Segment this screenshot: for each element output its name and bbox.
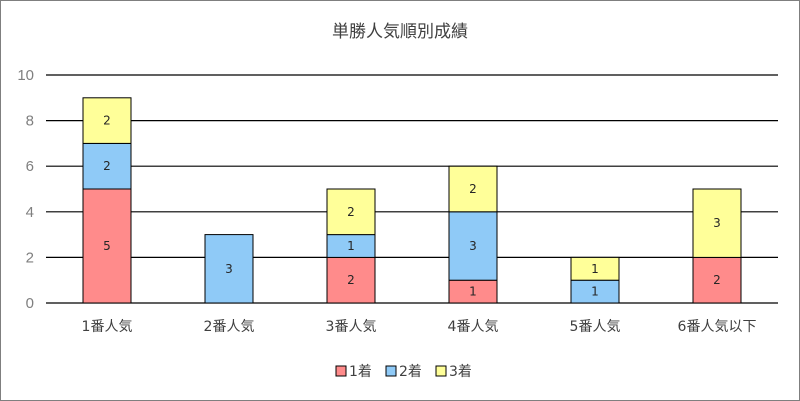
x-tick-label: 3番人気 [326,319,377,335]
legend-swatch [385,365,397,377]
bar-segment [692,188,742,258]
legend-swatch [435,365,447,377]
data-label: 3 [713,216,721,230]
gridlines [46,74,778,304]
bar-segment [570,256,620,281]
data-label: 5 [103,239,111,253]
x-tick-label: 6番人気以下 [678,319,757,335]
x-tick-label: 2番人気 [204,319,255,335]
x-axis-ticks: 1番人気 2番人気 3番人気 4番人気 5番人気 6番人気以下 [82,319,757,335]
bar-segment [326,188,376,236]
data-label: 2 [347,273,355,287]
data-label: 2 [469,182,477,196]
bar-segment [692,256,742,304]
bar-segment [326,256,376,304]
data-label: 1 [591,285,599,299]
x-tick-label: 5番人気 [570,319,621,335]
bars: 5 2 2 3 2 1 2 1 3 2 1 1 2 3 [82,97,742,304]
x-tick-label: 1番人気 [82,319,133,335]
data-label: 1 [347,239,355,253]
data-label: 2 [347,205,355,219]
data-label: 1 [469,285,477,299]
data-label: 2 [713,273,721,287]
legend-label: 2着 [399,364,422,380]
data-label: 3 [469,239,477,253]
bar-segment [82,97,132,144]
y-tick-label: 0 [26,295,34,312]
bar-segment [448,211,498,281]
data-label: 2 [103,114,111,128]
y-tick-label: 10 [17,67,34,84]
y-tick-label: 6 [26,158,34,175]
data-label: 3 [225,262,233,276]
legend-label: 1着 [349,364,372,380]
y-tick-label: 4 [26,204,34,221]
x-tick-label: 4番人気 [448,319,499,335]
bar-segment [448,165,498,213]
legend-label: 3着 [449,364,472,380]
legend-swatch [335,365,347,377]
y-tick-label: 2 [26,249,34,266]
bar-segment [204,234,254,304]
y-tick-label: 8 [26,113,34,130]
chart-title: 単勝人気順別成績 [332,22,468,42]
data-label: 1 [591,262,599,276]
bar-segment [82,188,132,304]
legend: 1着 2着 3着 [335,364,472,380]
y-axis-ticks: 0 2 4 6 8 10 [17,67,34,312]
data-label: 2 [103,159,111,173]
bar-segment [82,142,132,190]
